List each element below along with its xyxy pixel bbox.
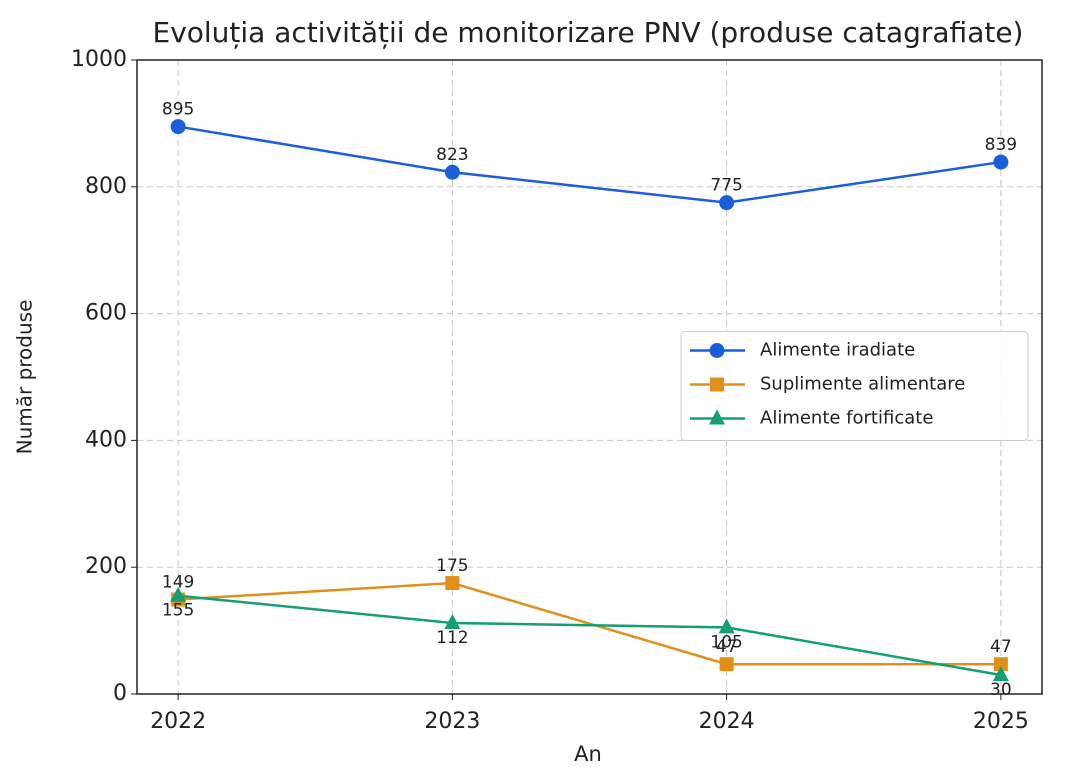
legend: Alimente iradiate Suplimente alimentare Al… — [680, 331, 1029, 441]
y-tick-label: 1000 — [71, 47, 127, 72]
legend-label: Alimente fortificate — [760, 408, 933, 429]
x-axis-label: An — [574, 742, 602, 766]
data-label: 775 — [710, 176, 742, 196]
marker — [993, 657, 1008, 672]
plot-frame — [136, 59, 1043, 695]
legend-label: Suplimente alimentare — [760, 374, 965, 395]
y-tick-label: 400 — [85, 427, 127, 452]
chart-title: Evoluția activității de monitorizare PNV… — [153, 16, 1024, 49]
data-label: 839 — [985, 135, 1017, 155]
marker — [718, 618, 735, 634]
x-tick-label: 2023 — [424, 709, 480, 734]
marker — [993, 154, 1009, 170]
marker — [170, 586, 187, 602]
series-line — [178, 581, 1001, 666]
data-label: 112 — [436, 628, 468, 648]
y-tick-label: 800 — [85, 174, 127, 199]
legend-box — [680, 331, 1029, 441]
y-tick-label: 0 — [113, 681, 127, 706]
x-tick-label: 2024 — [699, 709, 755, 734]
marker — [992, 665, 1009, 681]
x-tick-label: 2025 — [973, 709, 1029, 734]
marker — [709, 409, 725, 425]
marker — [719, 195, 735, 211]
marker — [719, 657, 734, 672]
data-label: 155 — [162, 601, 194, 621]
data-label: 149 — [162, 573, 194, 593]
data-label: 47 — [716, 637, 738, 657]
data-label: 895 — [162, 100, 194, 120]
legend-label: Alimente iradiate — [760, 340, 915, 361]
x-tick-label: 2022 — [150, 709, 206, 734]
data-label: 30 — [990, 680, 1012, 700]
data-label: 47 — [990, 637, 1012, 657]
y-axis-label: Număr produse — [13, 300, 37, 455]
marker — [445, 576, 460, 591]
marker — [444, 613, 461, 629]
y-tick-label: 600 — [85, 301, 127, 326]
marker — [444, 164, 460, 180]
marker — [709, 343, 725, 358]
marker — [170, 119, 186, 135]
data-label: 823 — [436, 145, 468, 165]
series-line — [177, 125, 1002, 204]
data-label: 105 — [710, 632, 742, 652]
series-line — [178, 594, 1002, 677]
y-tick-label: 200 — [85, 554, 127, 579]
marker — [710, 377, 724, 392]
data-label: 175 — [436, 556, 468, 576]
